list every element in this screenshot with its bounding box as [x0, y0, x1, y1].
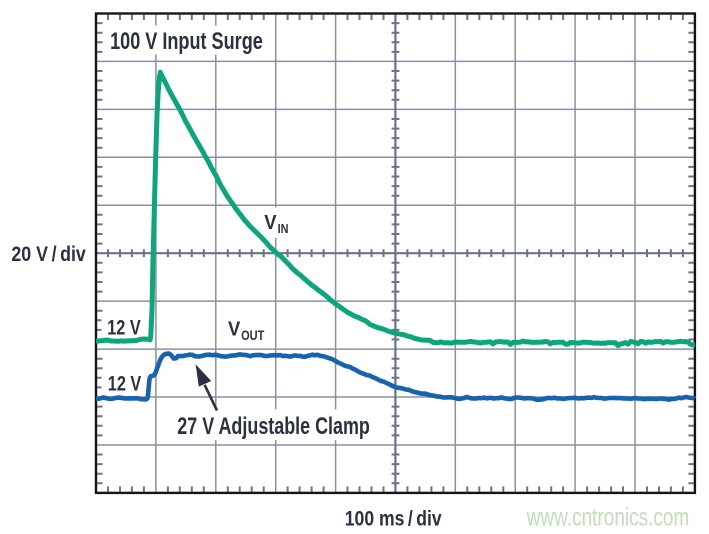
svg-text:12 V: 12 V: [107, 316, 141, 339]
svg-text:IN: IN: [278, 222, 289, 236]
svg-text:27 V Adjustable Clamp: 27 V Adjustable Clamp: [177, 413, 370, 440]
svg-text:OUT: OUT: [241, 328, 265, 343]
svg-text:V: V: [264, 212, 277, 234]
svg-text:12 V: 12 V: [108, 373, 142, 396]
svg-text:V: V: [228, 318, 241, 340]
svg-text:20 V / div: 20 V / div: [11, 243, 86, 266]
svg-text:www.cntronics.com: www.cntronics.com: [526, 503, 689, 531]
svg-text:100 ms / div: 100 ms / div: [345, 508, 442, 531]
svg-text:100 V Input Surge: 100 V Input Surge: [110, 28, 263, 55]
